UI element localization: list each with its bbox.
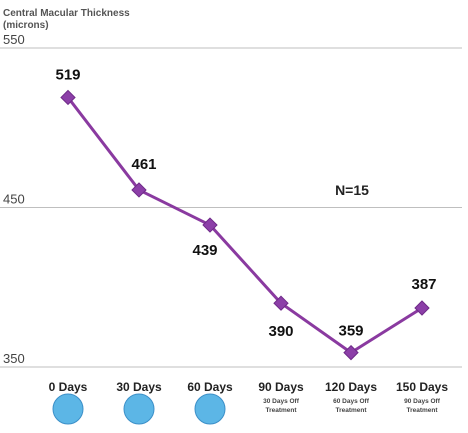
series-line [66, 95, 424, 355]
data-label: 387 [411, 276, 436, 293]
y-axis-tick-labels: 350 450 550 [3, 32, 25, 366]
treatment-circle-marker [194, 393, 226, 425]
series-polyline [66, 95, 424, 355]
chart-title-line-2: (microns) [3, 20, 49, 31]
x-tick-label: 0 Days [49, 380, 88, 394]
x-tick-sublabel: 90 Days Off [404, 398, 441, 405]
y-tick-label: 450 [3, 192, 25, 207]
sample-size-annotation: N=15 [335, 182, 369, 198]
x-tick-label: 150 Days [396, 380, 448, 394]
y-tick-label: 350 [3, 351, 25, 366]
x-tick-label: 60 Days [187, 380, 233, 394]
x-tick-label: 120 Days [325, 380, 377, 394]
data-label: 461 [131, 156, 156, 173]
x-tick-label: 30 Days [116, 380, 162, 394]
x-tick-sublabel: Treatment [406, 407, 438, 414]
series-markers [60, 89, 430, 361]
data-label: 439 [192, 242, 217, 259]
data-point-marker [343, 344, 359, 361]
data-labels: 519 461 439 390 359 387 [55, 66, 436, 340]
data-point-marker [414, 300, 430, 316]
treatment-circle-marker [52, 393, 84, 425]
treatment-markers [52, 393, 226, 425]
data-point-marker [202, 217, 218, 233]
data-point-marker [60, 89, 76, 106]
data-point-marker [131, 182, 147, 198]
x-tick-label: 90 Days [258, 380, 304, 394]
chart-title-line-1: Central Macular Thickness [3, 8, 130, 19]
x-tick-sublabel: 30 Days Off [263, 398, 300, 405]
x-tick-sublabel: Treatment [265, 407, 297, 414]
data-label: 390 [268, 323, 293, 340]
data-label: 519 [55, 66, 80, 83]
x-tick-sublabel: 60 Days Off [333, 398, 370, 405]
x-tick-sublabel: Treatment [335, 407, 367, 414]
y-tick-label: 550 [3, 32, 25, 47]
data-label: 359 [338, 323, 363, 340]
treatment-circle-marker [123, 393, 155, 425]
gridlines [0, 47, 462, 368]
x-axis-tick-labels: 0 Days 30 Days 60 Days 90 Days 30 Days Off Tr… [49, 380, 449, 414]
data-point-marker [273, 295, 289, 311]
